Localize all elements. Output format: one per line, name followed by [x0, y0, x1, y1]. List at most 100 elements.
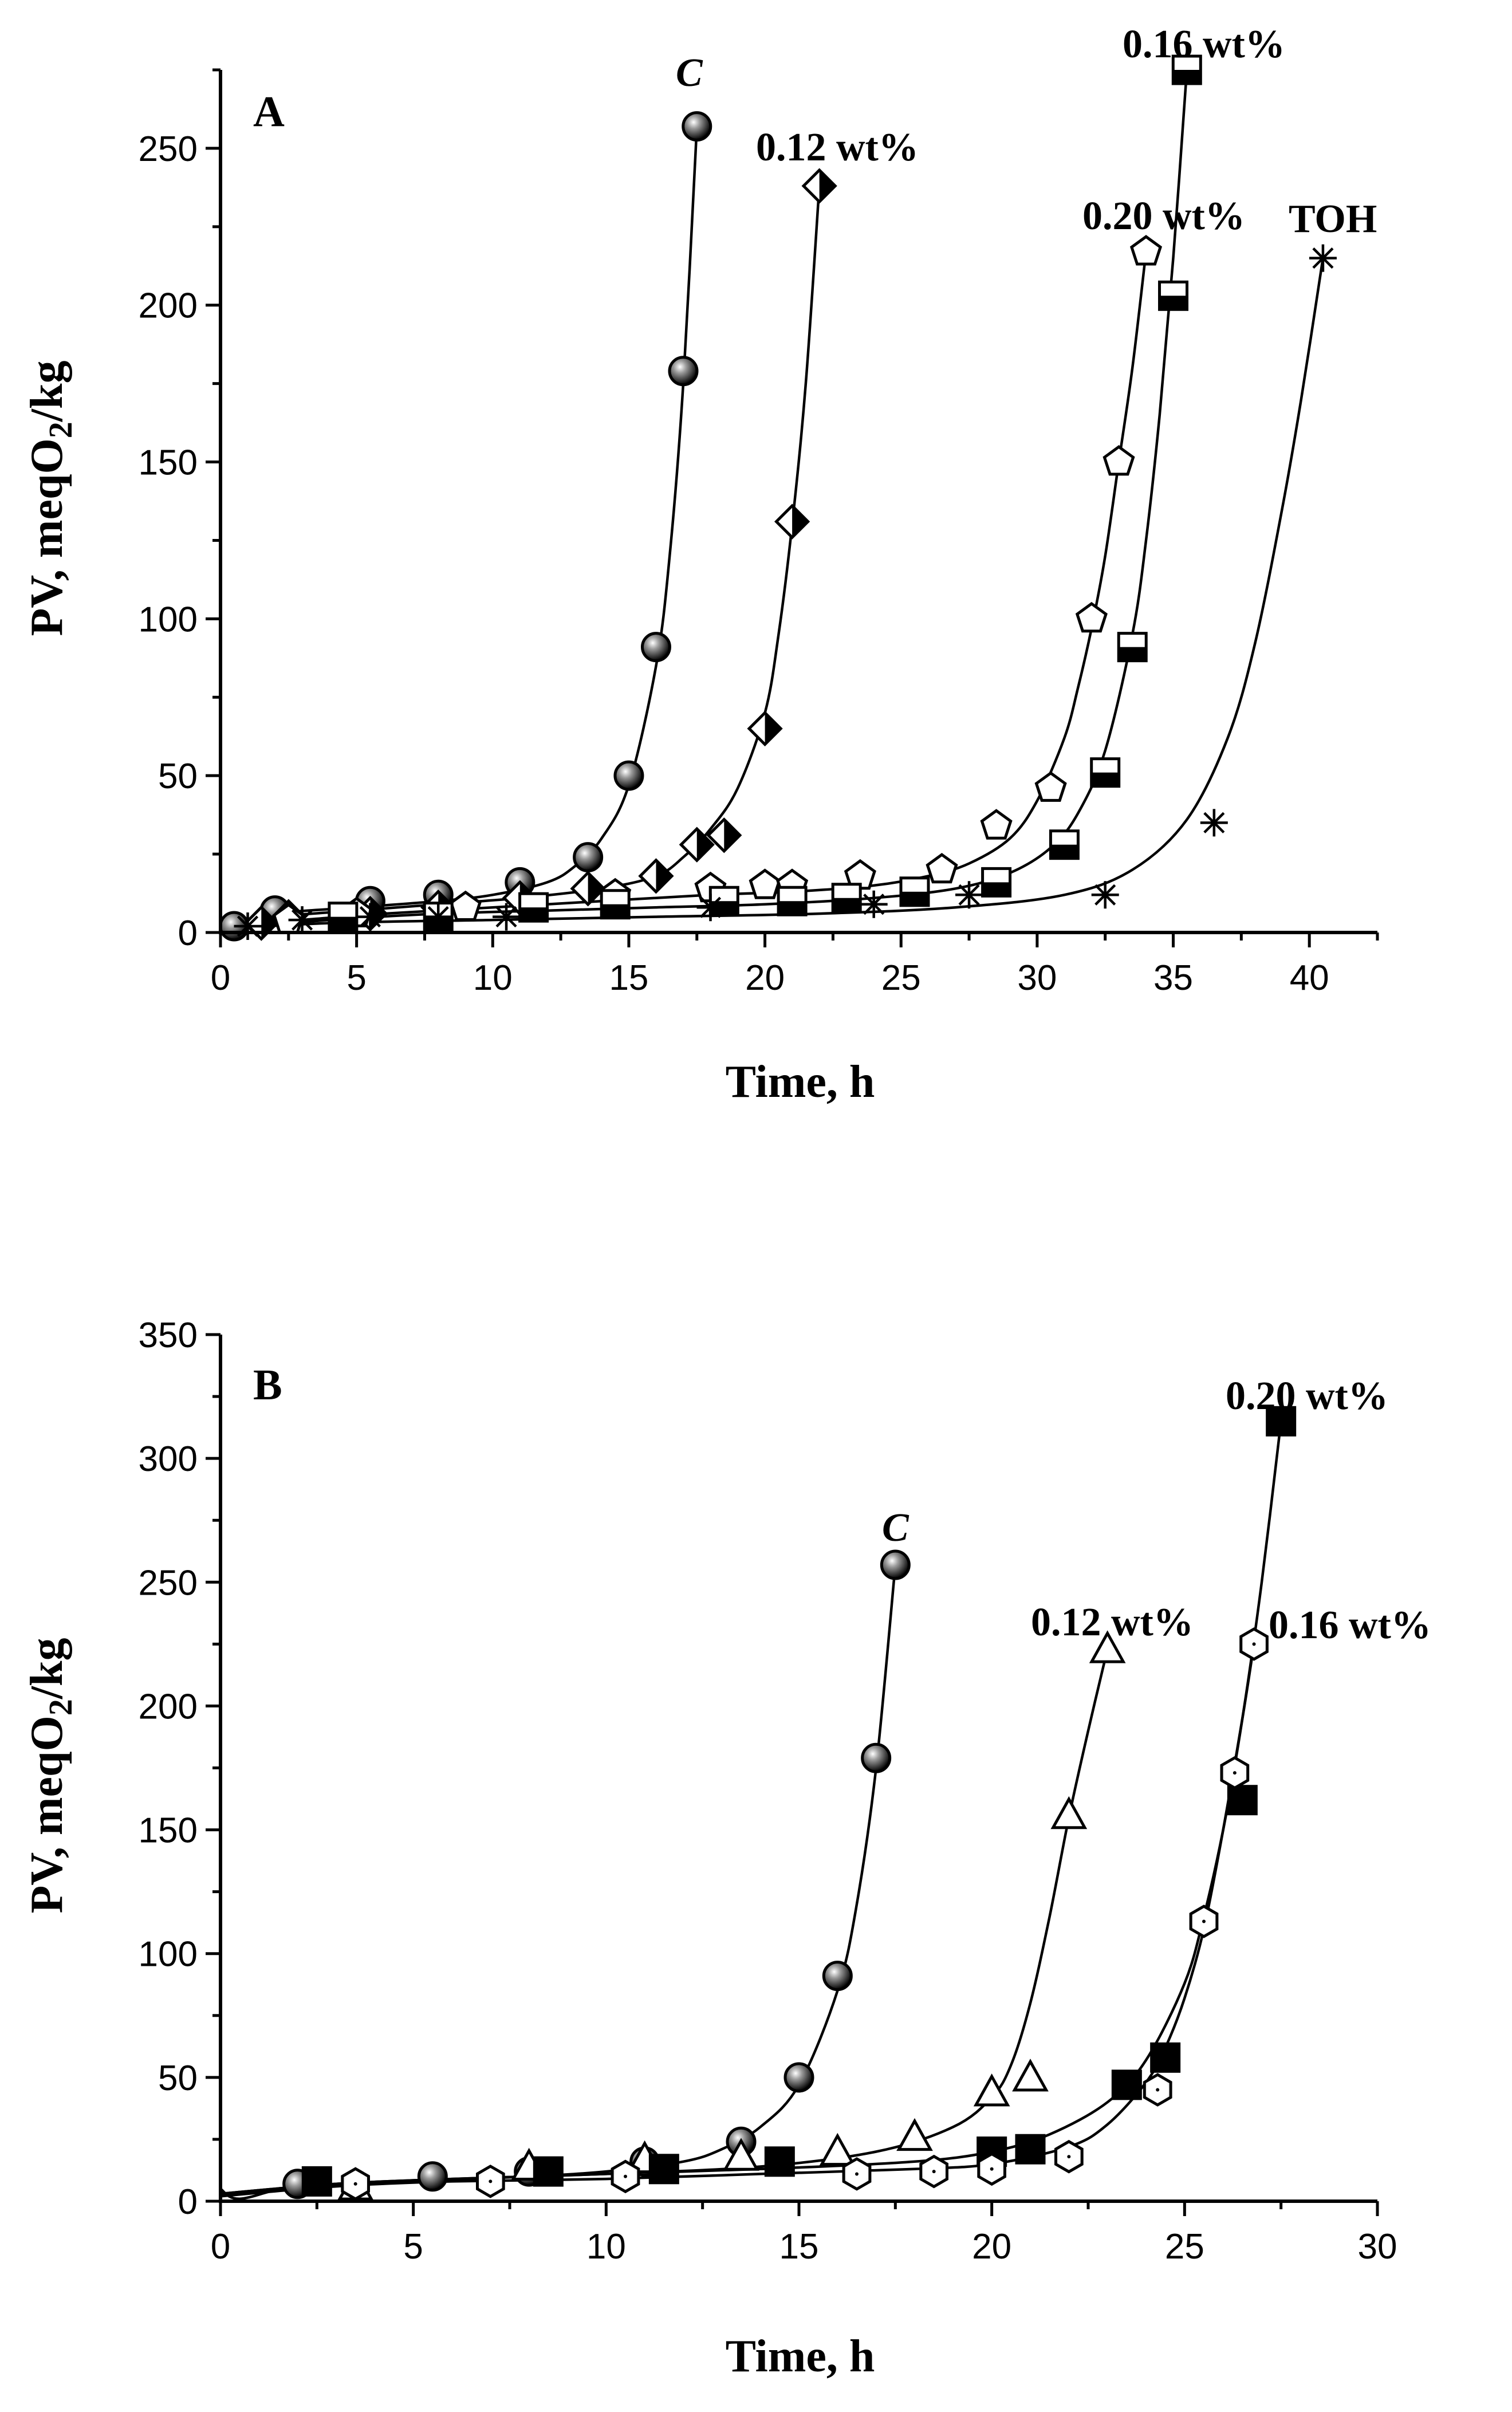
panel-a-x-tick-label: 15 [609, 958, 648, 998]
series-label-b-020: 0.20 wt% [1226, 1374, 1388, 1418]
panel-a-point-0-20-wt [1034, 771, 1067, 802]
series-label-b-c: C [882, 1506, 909, 1550]
panel-b-point-0-20-wt [1227, 1785, 1258, 1816]
panel-a-y-tick-label: 200 [139, 286, 198, 326]
panel-b-point-c [861, 1742, 892, 1773]
panel-a-point-0-20-wt [1075, 601, 1108, 633]
panel-b-y-tick-label: 250 [139, 1563, 198, 1603]
panel-a-point-c [640, 632, 671, 663]
panel-b-y-tick-label: 50 [158, 2059, 198, 2098]
panel-a-curve-toh [220, 258, 1325, 931]
panel-b-x-tick-label: 5 [403, 2227, 423, 2267]
panel-b-curve-0-16-wt [220, 1644, 1255, 2198]
panel-a-point-c [682, 111, 712, 142]
panel-a-axes: 0 5 10 15 20 25 30 35 40 0 50 100 150 200 250 [139, 68, 1379, 998]
panel-b-letter: B [253, 1361, 282, 1409]
panel-b-point-0-20-wt [1111, 2069, 1142, 2100]
panel-a-point-toh [1200, 809, 1228, 837]
panel-a-point-toh [356, 903, 384, 931]
panel-a-point-0-16-wt [777, 886, 808, 916]
series-label-b-016: 0.16 wt% [1269, 1603, 1431, 1647]
panel-b-point-0-12-wt [896, 2118, 933, 2151]
panel-b-curve-c [219, 1564, 897, 2200]
panel-b-point-0-20-wt [533, 2156, 564, 2187]
panel-b-point-0-16-wt [1189, 1905, 1219, 1938]
panel-b-point-0-16-wt [1143, 2073, 1172, 2107]
panel-a-point-0-12-wt [638, 858, 674, 894]
panel-a-point-toh [860, 890, 888, 918]
panel-a-point-0-12-wt [570, 871, 606, 907]
panel-b-point-c [783, 2062, 814, 2093]
series-label-toh: TOH [1289, 197, 1377, 241]
panel-b-point-0-16-wt [476, 2165, 505, 2198]
panel-a-x-tick-label: 30 [1017, 958, 1057, 998]
panel-a-curve-0-12-wt [220, 186, 821, 928]
series-label-b-012: 0.12 wt% [1031, 1600, 1194, 1644]
panel-a-point-0-12-wt [747, 710, 783, 747]
panel-b-point-0-12-wt [1050, 1796, 1088, 1829]
panel-a-x-tick-label: 5 [346, 958, 366, 998]
panel-a-point-0-12-wt [801, 168, 837, 204]
panel-a-point-c [613, 760, 644, 791]
panel-a-point-0-20-wt [449, 890, 482, 921]
panel-a-point-toh [1091, 881, 1119, 909]
panel-b-point-0-20-wt [648, 2154, 679, 2185]
panel-b-markers [282, 1406, 1297, 2201]
panel-a-point-0-16-wt [899, 876, 930, 907]
panel-b-point-c [880, 1549, 911, 1580]
y-axis-title-a: PV, meqO2/kg [22, 361, 79, 636]
panel-a-y-tick-label: 50 [158, 757, 198, 796]
panel-a-point-0-16-wt [1049, 829, 1080, 860]
panel-a-point-0-16-wt [1090, 757, 1121, 788]
panel-b-x-tick-label: 25 [1165, 2227, 1204, 2267]
panel-b-y-tick-label: 350 [139, 1316, 198, 1355]
panel-a-x-tick-label: 0 [211, 958, 230, 998]
panel-b-y-tick-label: 200 [139, 1687, 198, 1726]
panel-a-point-0-16-wt [831, 883, 862, 914]
panel-b-x-tick-label: 10 [586, 2227, 626, 2267]
panel-b-point-0-20-wt [1150, 2042, 1181, 2073]
panel-a-point-toh [696, 894, 724, 922]
panel-a-point-c [668, 356, 699, 387]
panel-b-point-0-12-wt [973, 2073, 1010, 2107]
panel-a-point-0-20-wt [926, 853, 958, 884]
panel-a-point-c [573, 842, 604, 873]
panel-b-x-tick-label: 20 [972, 2227, 1011, 2267]
panel-b-y-tick-label: 300 [139, 1439, 198, 1479]
panel-a-x-tick-label: 35 [1153, 958, 1193, 998]
panel-a-x-tick-label: 10 [473, 958, 513, 998]
y-axis-title-b: PV, meqO2/kg [22, 1638, 79, 1914]
panel-b-point-0-12-wt [723, 2138, 759, 2171]
panel-a-x-tick-label: 40 [1290, 958, 1329, 998]
panel-b-point-0-16-wt [1220, 1756, 1250, 1790]
panel-a-y-tick-label: 0 [178, 914, 198, 953]
panel-b-point-c [417, 2161, 448, 2192]
panel-a-x-tick-label: 20 [745, 958, 785, 998]
panel-a-letter: A [253, 88, 285, 136]
panel-a-point-0-20-wt [1102, 445, 1135, 476]
panel-b-point-0-16-wt [842, 2157, 872, 2191]
panel-a-point-toh [288, 906, 316, 934]
panel-a-point-0-16-wt [328, 902, 359, 932]
panel-b-curve-0-12-wt [220, 1648, 1109, 2195]
panel-a-y-tick-label: 100 [139, 600, 198, 639]
panel-a-y-tick-label: 150 [139, 443, 198, 483]
panel-b-point-0-16-wt [1239, 1627, 1269, 1661]
x-axis-title-b: Time, h [726, 2331, 875, 2382]
panel-a: 0 5 10 15 20 25 30 35 40 0 50 100 150 200 250 A C 0.12… [22, 22, 1379, 1107]
panel-b-point-0-12-wt [1089, 1630, 1126, 1663]
panel-b-point-0-20-wt [1015, 2134, 1046, 2165]
panel-b-point-0-12-wt [819, 2132, 856, 2166]
panel-a-point-toh [493, 903, 521, 931]
series-label-020: 0.20 wt% [1082, 194, 1245, 238]
series-label-016: 0.16 wt% [1123, 22, 1285, 66]
panel-a-point-0-12-wt [706, 817, 742, 853]
panel-a-point-0-16-wt [1158, 280, 1189, 311]
panel-b-y-tick-label: 0 [178, 2182, 198, 2222]
panel-a-point-0-12-wt [774, 503, 810, 540]
panel-a-point-0-16-wt [600, 889, 631, 920]
panel-a-x-tick-label: 25 [881, 958, 921, 998]
panel-a-point-0-16-wt [1117, 632, 1148, 663]
